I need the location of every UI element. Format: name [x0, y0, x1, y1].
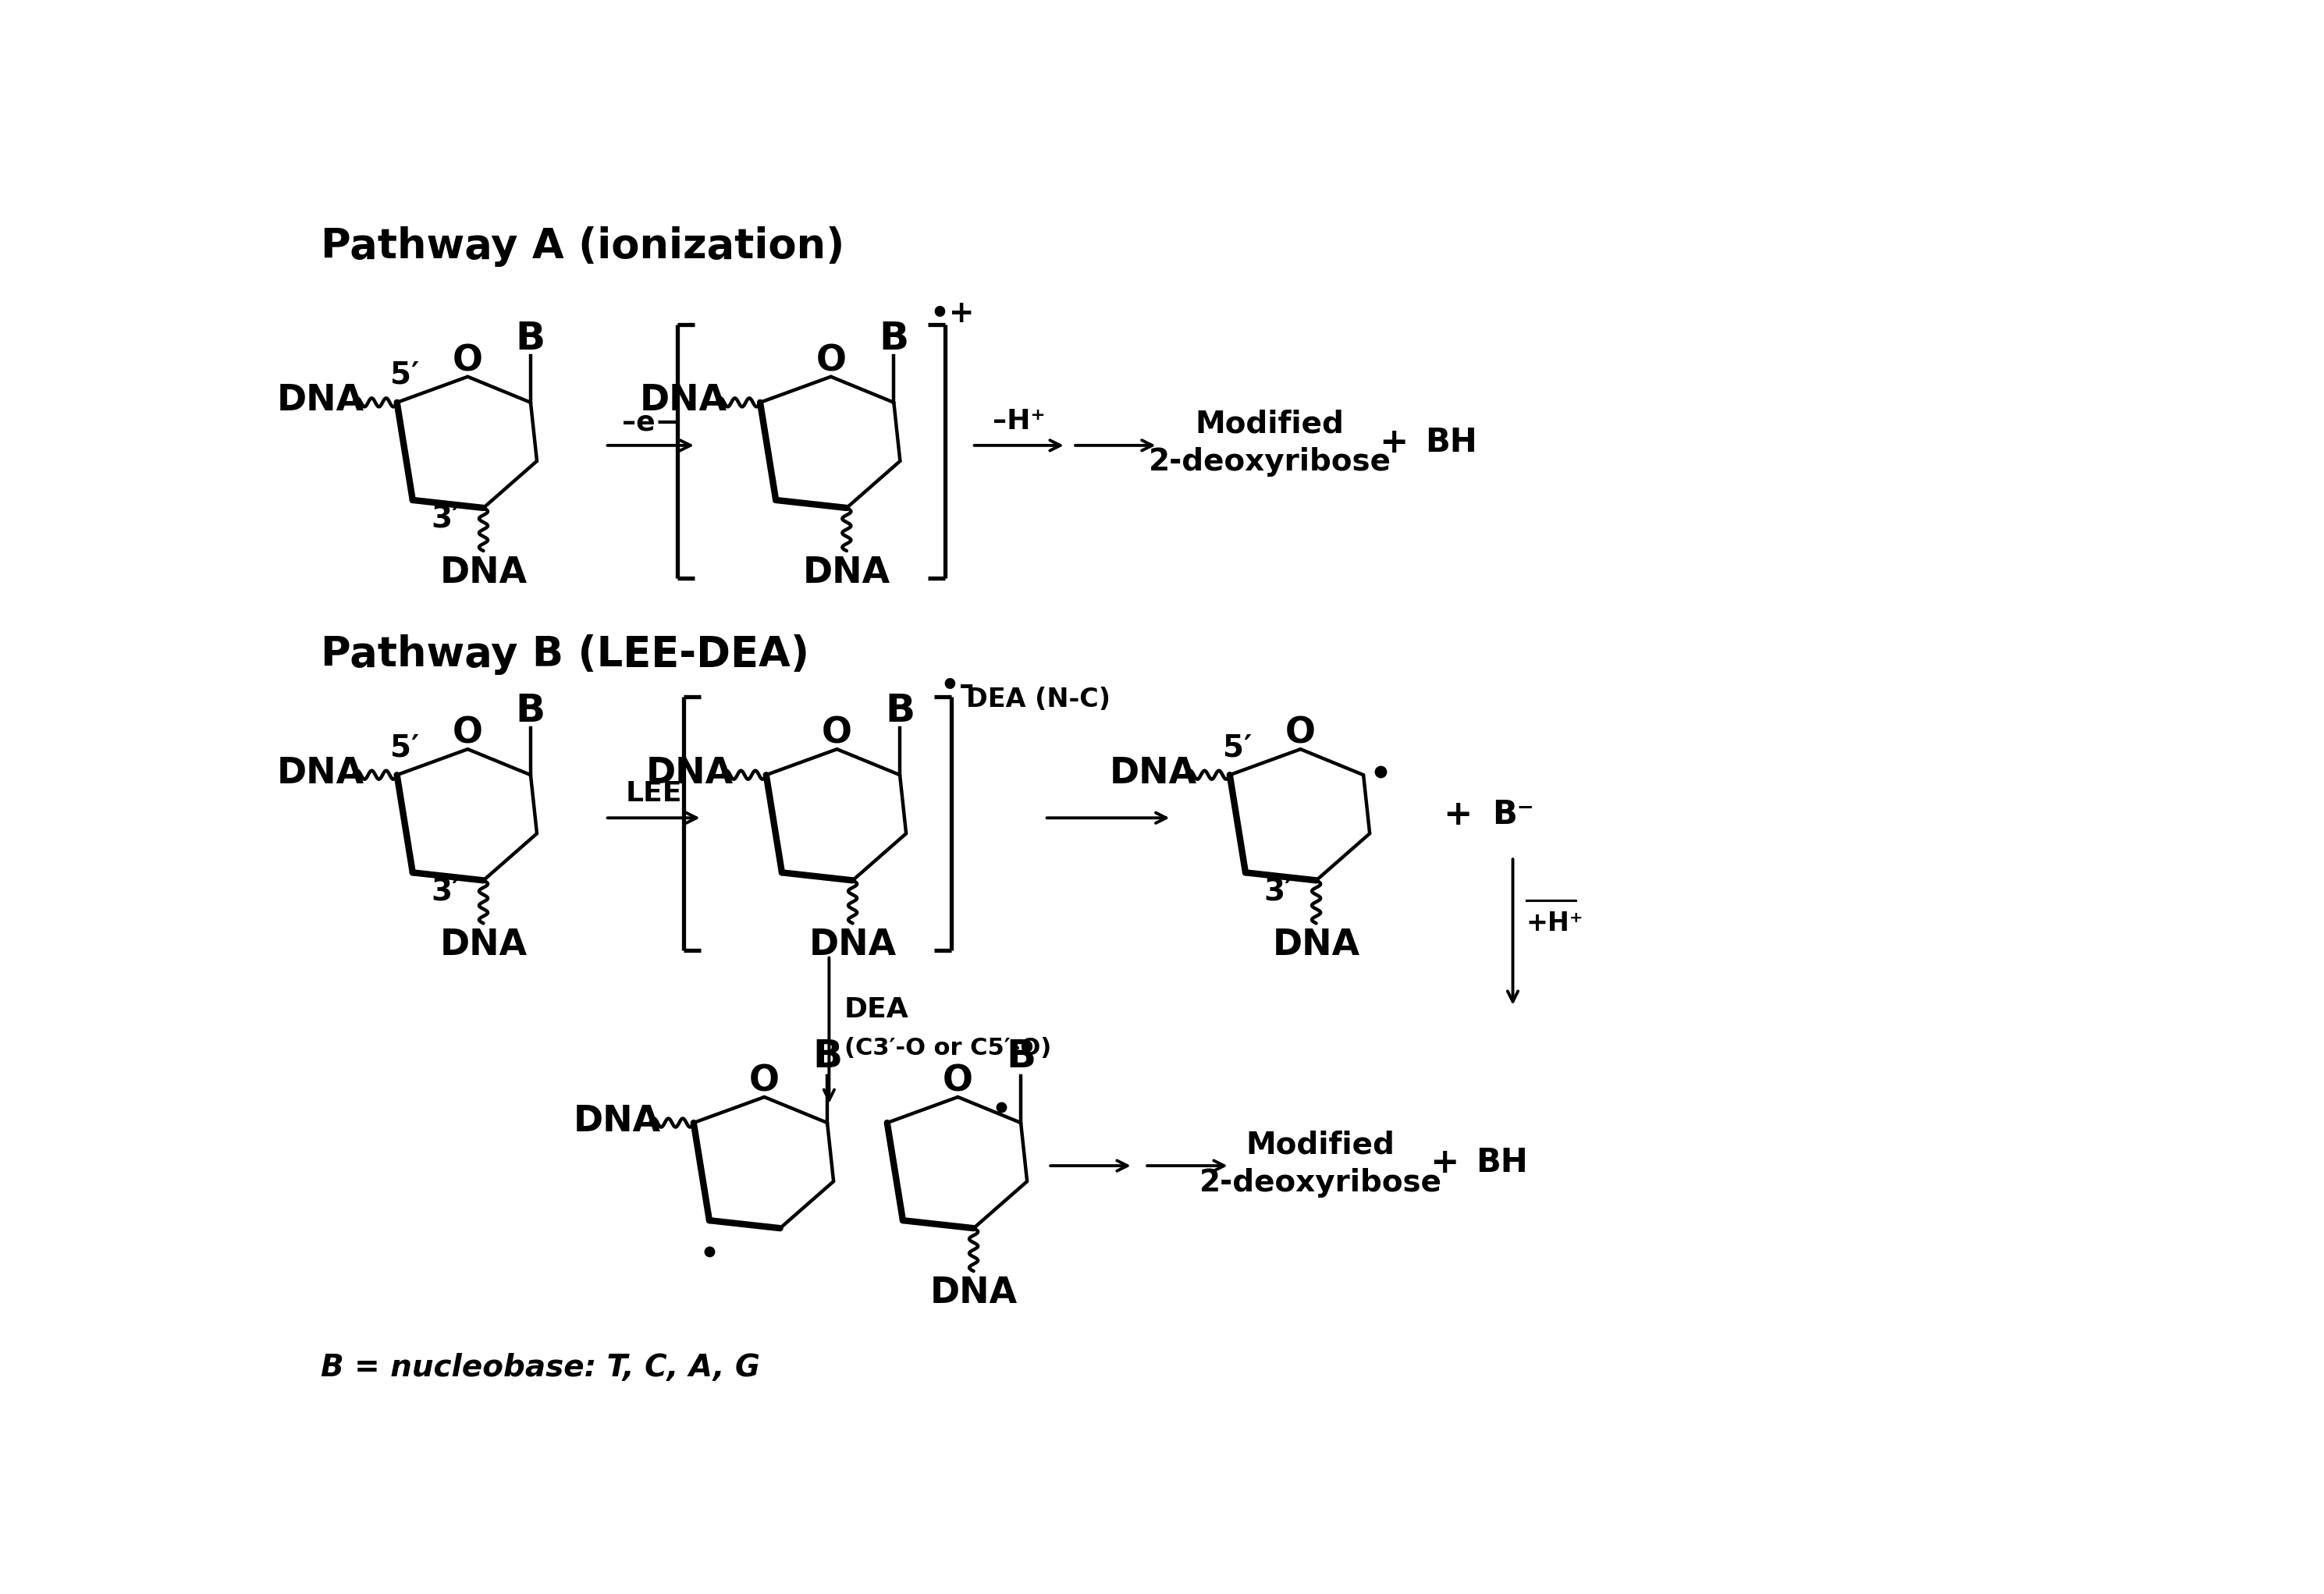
- Text: –H⁺: –H⁺: [992, 408, 1046, 435]
- Text: 3′: 3′: [432, 877, 460, 907]
- Text: O: O: [816, 343, 846, 379]
- Text: Pathway A (ionization): Pathway A (ionization): [321, 226, 844, 266]
- Text: DNA: DNA: [277, 756, 365, 791]
- Text: Modified: Modified: [1246, 1130, 1394, 1159]
- Text: 3′: 3′: [432, 505, 460, 534]
- Text: B: B: [516, 320, 546, 357]
- Text: Modified: Modified: [1195, 410, 1343, 440]
- Text: DNA: DNA: [1111, 756, 1197, 791]
- Text: O: O: [748, 1063, 779, 1098]
- Text: B: B: [516, 692, 546, 730]
- Text: DEA (N-C): DEA (N-C): [967, 687, 1111, 713]
- Text: +: +: [1429, 1146, 1459, 1180]
- Text: •+: •+: [930, 298, 974, 328]
- Text: O: O: [944, 1063, 974, 1098]
- Text: 5′: 5′: [1222, 733, 1253, 762]
- Text: 5′: 5′: [390, 360, 418, 391]
- Text: LEE: LEE: [625, 781, 681, 807]
- Text: O: O: [823, 716, 853, 751]
- Text: O: O: [453, 716, 483, 751]
- Text: B⁻: B⁻: [1492, 799, 1534, 830]
- Text: +: +: [1443, 799, 1473, 832]
- Text: B = nucleobase: T, C, A, G: B = nucleobase: T, C, A, G: [321, 1353, 760, 1382]
- Text: B: B: [885, 692, 916, 730]
- Text: DNA: DNA: [439, 928, 528, 963]
- Text: Pathway B (LEE-DEA): Pathway B (LEE-DEA): [321, 634, 809, 676]
- Text: O: O: [1285, 716, 1315, 751]
- Text: 2-deoxyribose: 2-deoxyribose: [1199, 1168, 1441, 1197]
- Text: DNA: DNA: [277, 383, 365, 419]
- Text: BH: BH: [1425, 426, 1478, 459]
- Text: DNA: DNA: [646, 756, 734, 791]
- Text: B: B: [878, 320, 909, 357]
- Text: DNA: DNA: [802, 555, 890, 590]
- Text: DNA: DNA: [439, 555, 528, 590]
- Text: –e−: –e−: [623, 410, 679, 435]
- Text: DNA: DNA: [574, 1103, 660, 1138]
- Text: 5′: 5′: [390, 733, 418, 762]
- Text: +H⁺: +H⁺: [1527, 910, 1583, 936]
- Text: 3′: 3′: [1264, 877, 1292, 907]
- Text: •–: •–: [939, 671, 974, 701]
- Text: +: +: [1378, 426, 1408, 459]
- Text: (C3′-O or C5′-O): (C3′-O or C5′-O): [844, 1038, 1050, 1060]
- Text: 2-deoxyribose: 2-deoxyribose: [1148, 448, 1392, 477]
- Text: B: B: [1006, 1038, 1037, 1074]
- Text: DEA: DEA: [844, 996, 909, 1023]
- Text: O: O: [453, 343, 483, 379]
- Text: DNA: DNA: [809, 928, 897, 963]
- Text: B: B: [813, 1038, 841, 1074]
- Text: BH: BH: [1476, 1146, 1527, 1180]
- Text: DNA: DNA: [1274, 928, 1360, 963]
- Text: DNA: DNA: [930, 1275, 1018, 1310]
- Text: DNA: DNA: [639, 383, 727, 419]
